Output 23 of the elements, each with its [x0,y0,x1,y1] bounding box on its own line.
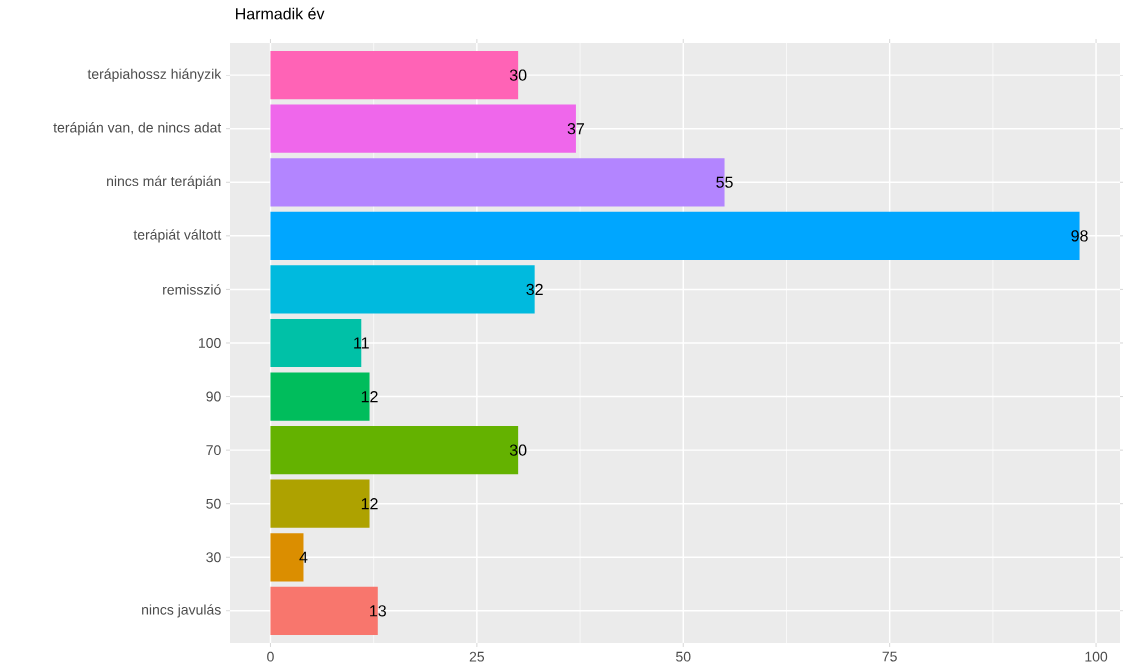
y-tick-label: nincs már terápián [107,175,221,189]
data-label: 4 [299,551,308,563]
data-label: 37 [567,123,585,135]
x-tick-label: 0 [267,651,274,662]
x-tick-label: 75 [882,651,897,662]
data-label: 98 [1071,230,1088,242]
x-tick-label: 100 [1085,651,1108,662]
chart-title: Harmadik év [236,7,325,20]
y-tick-label: 30 [206,552,221,563]
x-tick-label: 25 [469,651,485,662]
y-tick-label: nincs javulás [142,604,221,618]
data-label: 55 [716,176,733,188]
y-tick-label: 90 [206,391,221,402]
y-tick-label: 50 [206,498,221,509]
data-label: 30 [509,69,527,81]
y-tick-label: remisszió [163,284,221,295]
y-tick-label: terápián van, de nincs adat [53,122,222,136]
y-tick-label: terápiahossz hiányzik [87,68,222,82]
y-tick-label: 100 [199,338,221,348]
x-tick-label: 50 [676,651,691,662]
data-label: 13 [370,605,386,617]
y-tick-label: terápiát váltott [133,229,222,243]
y-tick-label: 70 [206,445,221,456]
